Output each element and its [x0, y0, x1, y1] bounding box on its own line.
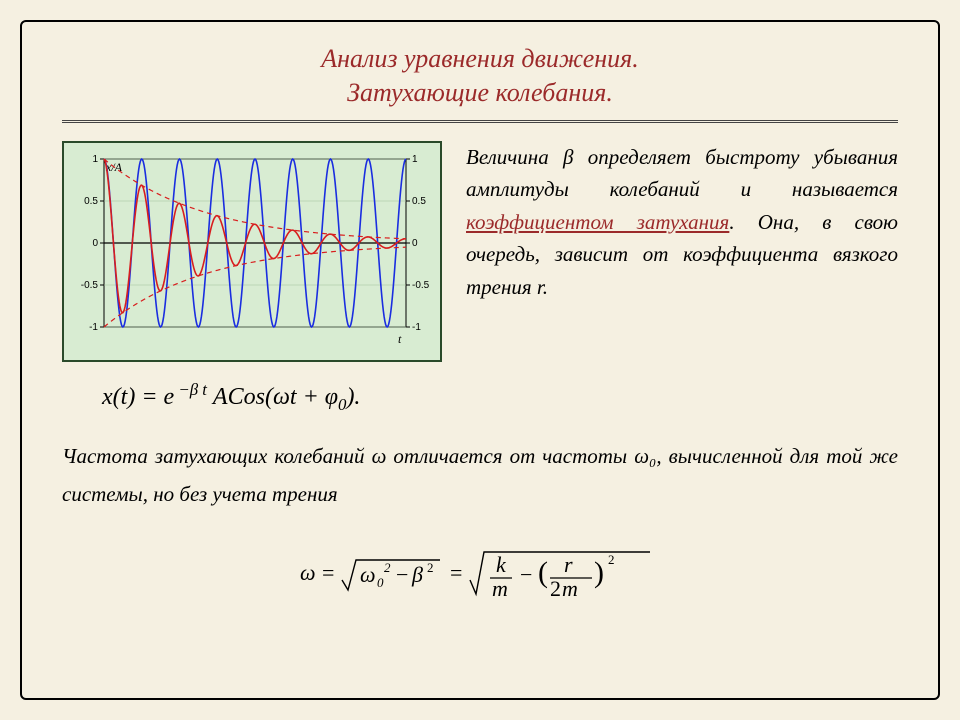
svg-text:k: k	[496, 552, 507, 577]
main-row: -1-1-0.5-0.5000.50.511x/At x(t) = e −β t…	[62, 141, 898, 415]
equation-1: x(t) = e −β t ACos(ωt + φ0).	[62, 380, 442, 415]
paragraph-1: Величина β определяет быстроту убывания …	[466, 141, 898, 304]
svg-text:0.5: 0.5	[84, 196, 98, 207]
r-symbol: r.	[537, 275, 548, 299]
svg-text:=: =	[322, 560, 334, 585]
svg-text:0: 0	[377, 575, 384, 590]
svg-text:ω: ω	[360, 562, 376, 587]
svg-text:−: −	[396, 562, 408, 587]
svg-text:2: 2	[608, 552, 615, 567]
p2-mid: отличается от частоты	[386, 444, 634, 468]
svg-text:(: (	[538, 556, 548, 589]
divider	[62, 120, 898, 123]
svg-text:2: 2	[550, 576, 561, 601]
svg-text:m: m	[492, 576, 508, 601]
svg-text:1: 1	[92, 154, 98, 165]
svg-text:t: t	[398, 332, 402, 346]
svg-text:0.5: 0.5	[412, 196, 426, 207]
p1-pre: Величина	[466, 145, 563, 169]
svg-text:2: 2	[427, 560, 434, 575]
chart-frame: -1-1-0.5-0.5000.50.511x/At	[62, 141, 442, 362]
beta-symbol: β	[563, 145, 573, 169]
paragraph-2: Частота затухающих колебаний ω отличаетс…	[62, 438, 898, 514]
svg-text:ω: ω	[300, 560, 316, 585]
svg-text:0: 0	[412, 238, 418, 249]
svg-text:-0.5: -0.5	[412, 280, 430, 291]
omega0-symbol: ω₀	[634, 444, 656, 468]
svg-text:-0.5: -0.5	[81, 280, 99, 291]
svg-text:1: 1	[412, 154, 418, 165]
p2-pre: Частота затухающих колебаний	[62, 444, 372, 468]
svg-text:β: β	[411, 562, 423, 587]
eq1-text: x(t) = e −β t ACos(ωt + φ0).	[102, 384, 360, 410]
svg-text:r: r	[564, 552, 573, 577]
svg-text:-1: -1	[89, 322, 98, 333]
svg-text:-1: -1	[412, 322, 421, 333]
svg-text:): )	[594, 556, 604, 589]
svg-text:−: −	[520, 562, 532, 587]
svg-text:0: 0	[92, 238, 98, 249]
equation-2-svg: ω = ω02 − β2 = k m − ( r 2m )	[300, 532, 660, 612]
term-damping-coefficient: коэффициентом затухания	[466, 210, 729, 234]
left-column: -1-1-0.5-0.5000.50.511x/At x(t) = e −β t…	[62, 141, 442, 415]
title-line-2: Затухающие колебания.	[62, 76, 898, 110]
svg-text:2: 2	[384, 560, 391, 575]
damped-oscillation-chart: -1-1-0.5-0.5000.50.511x/At	[70, 149, 434, 349]
equation-2: ω = ω02 − β2 = k m − ( r 2m )	[62, 532, 898, 617]
omega-symbol: ω	[372, 444, 387, 468]
svg-text:=: =	[450, 560, 462, 585]
title-block: Анализ уравнения движения. Затухающие ко…	[62, 42, 898, 110]
title-line-1: Анализ уравнения движения.	[62, 42, 898, 76]
svg-text:m: m	[562, 576, 578, 601]
slide-page: Анализ уравнения движения. Затухающие ко…	[20, 20, 940, 700]
